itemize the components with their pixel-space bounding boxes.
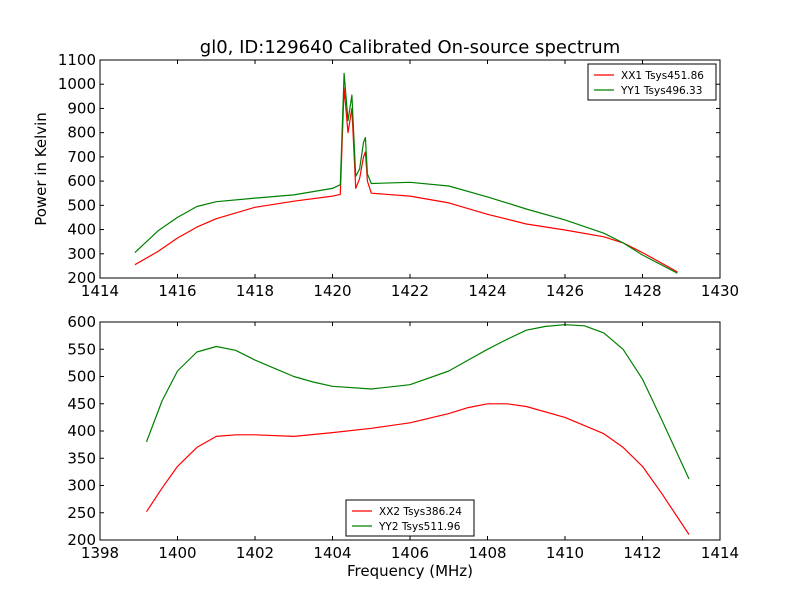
top-plot: 1414 1416 1418 1420 1422 1424 1426 1428 1430 200 3… — [58, 51, 739, 300]
y-tick-label-1-1: 250 — [67, 504, 96, 522]
x-tick-label-1-4: 1406 — [391, 544, 429, 562]
x-tick-label-1-3: 1404 — [313, 544, 351, 562]
x-tick-label-1-8: 1414 — [701, 544, 739, 562]
y-tick-label-0-5: 700 — [67, 148, 96, 166]
y-tick-label-0-3: 500 — [67, 196, 96, 214]
x-tick-label-0-2: 1418 — [236, 282, 274, 300]
legend-label-0-0: XX1 Tsys451.86 — [621, 70, 704, 82]
x-tick-label-1-2: 1402 — [236, 544, 274, 562]
x-tick-label-0-1: 1416 — [158, 282, 196, 300]
x-tick-label-1-7: 1412 — [623, 544, 661, 562]
x-tick-label-0-5: 1424 — [468, 282, 506, 300]
y-tick-label-0-0: 200 — [67, 269, 96, 287]
y-tick-label-1-4: 400 — [67, 422, 96, 440]
y-tick-label-0-1: 300 — [67, 245, 96, 263]
y-tick-label-0-7: 900 — [67, 99, 96, 117]
series-line-1-0 — [145, 403, 690, 535]
y-tick-label-1-3: 350 — [67, 449, 96, 467]
legend-label-1-0: XX2 Tsys386.24 — [379, 506, 462, 518]
legend-label-0-1: YY1 Tsys496.33 — [620, 85, 702, 97]
y-tick-label-1-8: 600 — [67, 313, 96, 331]
y-tick-label-0-2: 400 — [67, 221, 96, 239]
series-line-1-1 — [145, 324, 690, 480]
series-line-0-1 — [134, 72, 678, 274]
y-tick-label-1-6: 500 — [67, 368, 96, 386]
x-tick-label-0-4: 1422 — [391, 282, 429, 300]
bottom-plot: 1398 1400 1402 1404 1406 1408 1410 1412 1414 200 2… — [67, 313, 739, 562]
y-tick-label-0-9: 1100 — [58, 51, 96, 69]
x-axis-label: Frequency (MHz) — [347, 562, 473, 580]
y-tick-label-1-0: 200 — [67, 531, 96, 549]
x-tick-label-0-0: 1414 — [81, 282, 119, 300]
x-tick-label-0-3: 1420 — [313, 282, 351, 300]
chart-title: gl0, ID:129640 Calibrated On-source spec… — [200, 37, 620, 58]
x-tick-label-0-6: 1426 — [546, 282, 584, 300]
y-tick-label-1-5: 450 — [67, 395, 96, 413]
legend-label-1-1: YY2 Tsys511.96 — [378, 521, 461, 533]
x-tick-label-0-7: 1428 — [623, 282, 661, 300]
y-tick-label-0-8: 1000 — [58, 75, 96, 93]
legend-box-0 — [587, 63, 717, 101]
x-tick-label-1-1: 1400 — [158, 544, 196, 562]
x-tick-label-1-5: 1408 — [468, 544, 506, 562]
legend-box-1 — [345, 499, 475, 537]
y-tick-label-0-4: 600 — [67, 172, 96, 190]
x-tick-label-1-0: 1398 — [81, 544, 119, 562]
y-tick-label-1-7: 550 — [67, 340, 96, 358]
y-axis-label: Power in Kelvin — [32, 112, 50, 226]
x-tick-label-0-8: 1430 — [701, 282, 739, 300]
y-tick-label-1-2: 300 — [67, 477, 96, 495]
series-line-0-0 — [134, 87, 678, 273]
y-tick-label-0-6: 800 — [67, 124, 96, 142]
x-tick-label-1-6: 1410 — [546, 544, 584, 562]
